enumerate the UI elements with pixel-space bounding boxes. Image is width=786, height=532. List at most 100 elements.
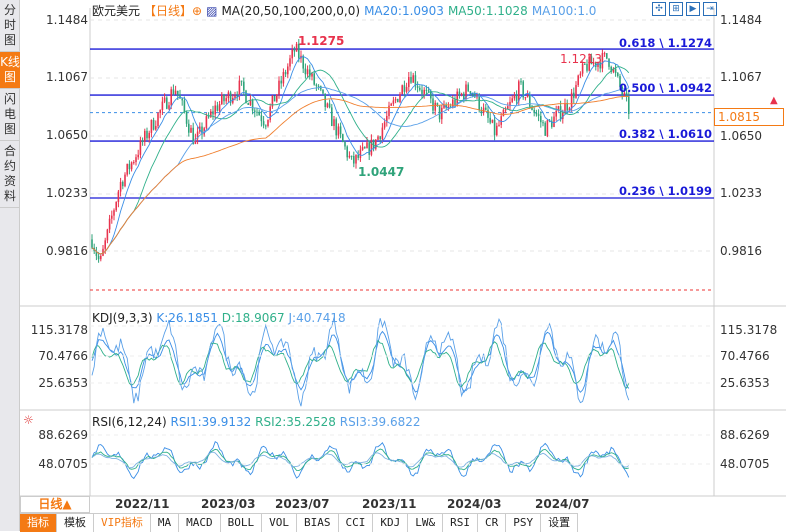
price-tick: 1.0233 [720,186,762,200]
candle-body [317,85,320,87]
candle-body [152,119,155,130]
tab-vip[interactable]: VIP指标 [94,514,151,532]
sidebar-tab-kline[interactable]: K线图 [0,52,20,89]
candle-body [315,84,318,86]
tab-macd[interactable]: MACD [179,514,221,532]
candle-body [469,91,472,94]
add-icon[interactable]: ⊕ [192,4,203,18]
candle-body [588,56,590,71]
candle-body [254,110,256,112]
tab-indicators[interactable]: 指标 [20,514,57,532]
candle-body [489,117,491,123]
tab-cci[interactable]: CCI [339,514,374,532]
ma100-value: MA100:1.0 [531,4,597,18]
ma200-line [91,95,629,255]
candle-body [251,99,254,111]
tab-psy[interactable]: PSY [506,514,542,532]
price-tick: 1.1484 [720,13,762,27]
tab-kdj[interactable]: KDJ [373,514,409,532]
sidebar-tab-contract[interactable]: 合约资料 [0,141,20,208]
tab-settings[interactable]: 设置 [541,514,579,532]
exit-right-icon[interactable]: ⇥ [703,2,717,16]
kdj-j: J:40.7418 [288,311,346,325]
tab-vol[interactable]: VOL [262,514,297,532]
candle-body [328,103,331,108]
period-button[interactable]: 日线▲ [20,496,90,513]
candle-body [278,80,280,95]
candle-body [526,94,529,98]
candle-body [496,125,498,136]
candle-body [267,119,269,126]
tab-cr[interactable]: CR [478,514,507,532]
candle-body [463,93,465,100]
candle-body [192,127,194,144]
candle-body [339,126,342,135]
candle-body [586,64,588,71]
kdj-title: KDJ(9,3,3) [92,311,153,325]
ma20-line [91,56,630,255]
tab-rsi[interactable]: RSI [443,514,478,532]
candle-body [298,43,300,59]
candle-body [355,154,357,164]
kdj-tick: 70.4766 [720,349,770,363]
candle-body [568,108,571,111]
candle-body [537,114,540,116]
current-price-arrow-icon: ▲ [770,95,778,106]
price-tick-left: 1.0650 [46,128,88,142]
candle-body [223,94,225,102]
candle-body [245,90,247,104]
candle-body [522,81,524,98]
candle-body [480,110,483,113]
price-tick-left: 0.9816 [46,244,88,258]
candle-body [553,116,555,128]
candle-body [401,85,403,95]
sidebar-tab-timeshare[interactable]: 分时图 [0,0,20,52]
candle-body [141,140,144,142]
play-forward-icon[interactable]: ▶ [686,2,700,16]
candle-body [177,90,179,95]
symbol-name: 欧元美元 [92,4,141,18]
sidebar-tab-flash[interactable]: 闪电图 [0,89,20,141]
candle-body [438,105,441,120]
kdj-tick: 115.3178 [720,323,778,337]
candle-body [509,101,511,107]
rsi-title: RSI(6,12,24) [92,415,167,429]
candle-body [359,149,362,158]
candle-body [390,103,392,106]
candle-body [529,94,531,107]
candle-body [364,147,366,149]
candle-body [216,105,219,111]
candle-body [454,99,456,105]
tab-template[interactable]: 模板 [57,514,94,532]
tab-boll[interactable]: BOLL [221,514,263,532]
candle-body [174,90,177,95]
candle-body [399,94,401,102]
candle-body [115,202,117,211]
tab-ma[interactable]: MA [151,514,180,532]
candle-body [416,86,419,88]
crosshair-icon[interactable]: ✣ [652,2,666,16]
candle-body [546,120,549,136]
rsi2-line [91,448,629,472]
candle-body [531,106,533,111]
candle-body [135,157,137,163]
candle-body [603,53,606,55]
candle-body [295,43,298,52]
ma-settings-icon[interactable]: ▨ [206,4,218,18]
candle-body [150,119,153,133]
candle-body [584,63,586,65]
candle-body [606,53,608,59]
candle-body [240,80,243,82]
tab-bias[interactable]: BIAS [297,514,339,532]
zoom-range-icon[interactable]: ⊞ [669,2,683,16]
indicator-settings-icon[interactable]: ☼ [23,413,34,427]
candle-body [366,142,368,149]
ma50-value: MA50:1.1028 [447,4,528,18]
candle-body [425,89,428,91]
high-annotation: 1.1275 [298,34,345,48]
tab-lw[interactable]: LW& [408,514,444,532]
price-tick: 1.1067 [720,70,762,84]
price-tick-left: 1.1484 [46,13,88,27]
candle-body [449,106,452,108]
